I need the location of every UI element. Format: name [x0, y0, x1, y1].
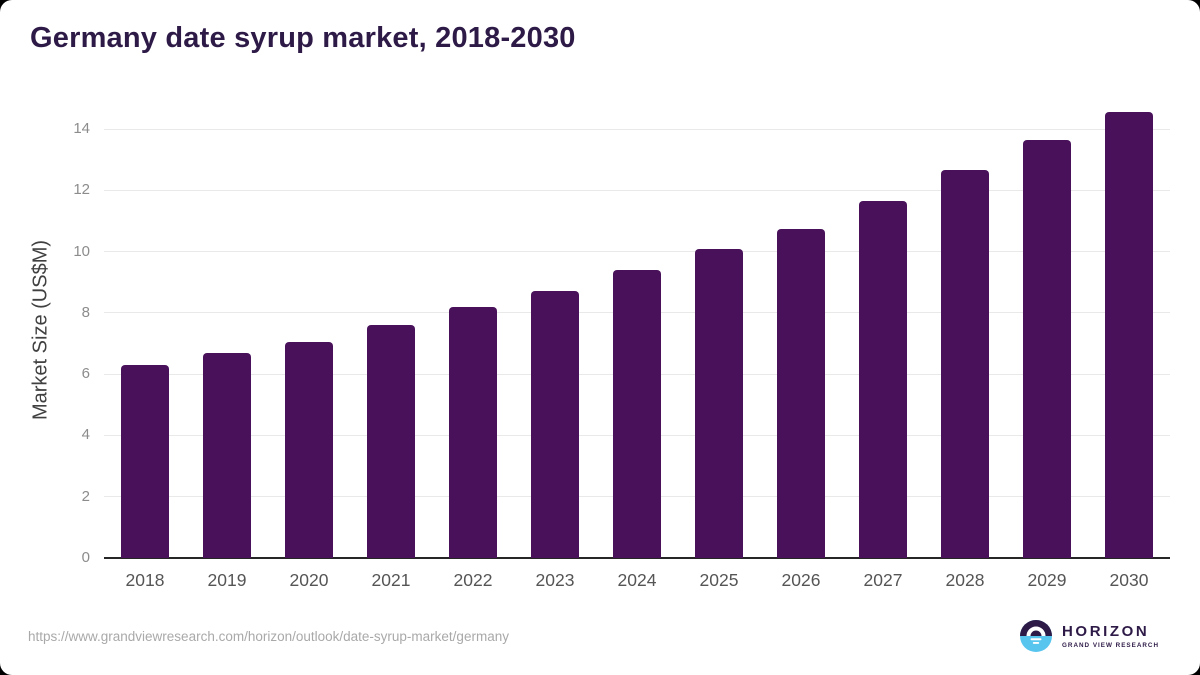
gridline-14: [104, 128, 1170, 130]
gridline-12: [104, 189, 1170, 191]
x-axis-label-2026: 2026: [781, 570, 821, 590]
gridline-10: [104, 251, 1170, 253]
plot-area: 0 2 4 6 8 10 12 14 2018 2019 2020 2021 2022 2023 2024 2…: [73, 100, 1170, 590]
bar-2021[interactable]: [367, 325, 415, 558]
x-axis-line: [104, 557, 1170, 559]
x-axis-label-2025: 2025: [699, 570, 739, 590]
y-tick-label-6: 6: [81, 365, 90, 383]
x-axis-label-2022: 2022: [453, 570, 493, 590]
x-axis-label-2019: 2019: [207, 570, 247, 590]
x-axis-label-2024: 2024: [617, 570, 657, 590]
bar-2020[interactable]: [285, 342, 333, 558]
source-url: https://www.grandviewresearch.com/horizo…: [28, 629, 509, 644]
bar-2018[interactable]: [121, 364, 169, 558]
x-axis-label-2018: 2018: [125, 570, 165, 590]
y-tick-label-0: 0: [81, 549, 90, 566]
bar-2023[interactable]: [531, 291, 579, 558]
bar-2022[interactable]: [449, 306, 497, 558]
x-axis-label-2021: 2021: [371, 570, 411, 590]
x-axis-label-2027: 2027: [863, 570, 903, 590]
chart-title: Germany date syrup market, 2018-2030: [30, 22, 576, 54]
bar-2019[interactable]: [203, 352, 251, 558]
horizon-sun-circle-icon: [1020, 620, 1052, 652]
logo-text: HORIZON GRAND VIEW RESEARCH: [1062, 624, 1159, 649]
y-tick-label-2: 2: [81, 487, 90, 505]
bar-2025[interactable]: [695, 248, 743, 558]
bar-2030[interactable]: [1105, 112, 1153, 558]
y-tick-label-4: 4: [81, 426, 90, 444]
logo-subtitle: GRAND VIEW RESEARCH: [1062, 641, 1160, 649]
bar-2024[interactable]: [613, 269, 661, 558]
y-tick-label-8: 8: [81, 303, 90, 321]
bar-2029[interactable]: [1023, 139, 1071, 558]
bar-2027[interactable]: [859, 201, 907, 558]
y-axis-title: Market Size (US$M): [29, 239, 52, 421]
x-axis-label-2030: 2030: [1109, 570, 1149, 590]
y-tick-label-14: 14: [73, 120, 90, 138]
bar-2028[interactable]: [941, 170, 989, 558]
y-tick-label-10: 10: [73, 242, 90, 260]
logo-name: HORIZON: [1062, 622, 1150, 640]
x-axis-label-2020: 2020: [289, 570, 329, 590]
x-axis-label-2028: 2028: [945, 570, 985, 590]
x-axis-label-2029: 2029: [1027, 570, 1067, 590]
x-axis-label-2023: 2023: [535, 570, 575, 590]
horizon-logo: HORIZON GRAND VIEW RESEARCH: [1020, 620, 1159, 652]
y-tick-label-12: 12: [73, 181, 90, 199]
bar-2026[interactable]: [777, 228, 825, 558]
